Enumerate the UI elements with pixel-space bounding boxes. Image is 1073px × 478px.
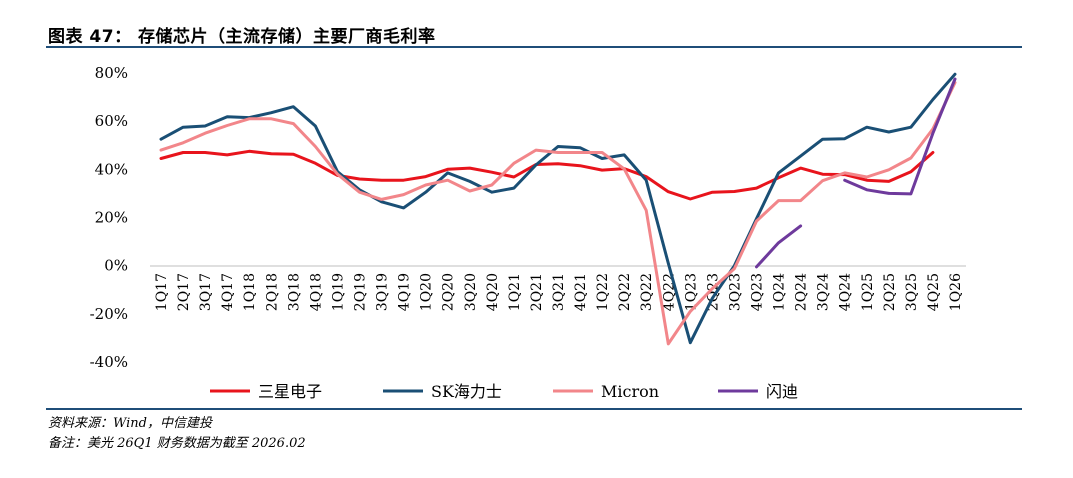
y-tick-label: 20% <box>95 209 128 227</box>
legend: 三星电子 SK海力士 Micron 闪迪 <box>210 382 798 401</box>
x-tick-label: 2Q22 <box>617 273 633 311</box>
x-tick-label: 4Q23 <box>749 273 765 311</box>
x-tick-label: 1Q24 <box>772 273 788 311</box>
y-tick-label: 60% <box>95 112 128 130</box>
x-tick-label: 3Q18 <box>286 273 302 311</box>
x-tick-label: 1Q25 <box>860 273 876 311</box>
series-lines <box>159 72 957 346</box>
x-tick-label: 4Q21 <box>573 273 589 311</box>
series-line <box>159 81 957 346</box>
x-tick-label: 2Q21 <box>529 273 545 311</box>
x-tick-label: 1Q23 <box>683 273 699 311</box>
y-tick-label: -40% <box>90 353 128 371</box>
bottom-rule <box>46 408 1022 410</box>
figure-title: 图表 47： 存储芯片（主流存储）主要厂商毛利率 <box>48 27 436 47</box>
x-tick-label: 3Q22 <box>639 273 655 311</box>
x-tick-label: 4Q25 <box>926 273 942 311</box>
legend-label: 闪迪 <box>766 382 798 401</box>
source-note: 资料来源：Wind，中信建投 <box>48 416 212 431</box>
x-tick-label: 1Q17 <box>154 273 170 311</box>
x-tick-label: 2Q20 <box>441 273 457 311</box>
x-tick-label: 4Q19 <box>397 273 413 311</box>
x-tick-label: 2Q17 <box>176 273 192 311</box>
x-tick-label: 3Q23 <box>727 273 743 311</box>
y-tick-label: 0% <box>104 257 128 275</box>
top-rule <box>46 46 1022 48</box>
series-line <box>159 72 957 345</box>
x-tick-label: 1Q18 <box>242 273 258 311</box>
x-tick-label: 3Q25 <box>904 273 920 311</box>
x-tick-label: 1Q20 <box>419 273 435 311</box>
legend-label: SK海力士 <box>431 382 502 401</box>
x-tick-label: 3Q17 <box>198 273 214 311</box>
x-tick-label: 1Q21 <box>507 273 523 311</box>
x-tick-label: 3Q20 <box>463 273 479 311</box>
x-tick-label: 1Q22 <box>595 273 611 311</box>
x-tick-label: 4Q20 <box>485 273 501 311</box>
x-tick-label: 4Q24 <box>838 273 854 311</box>
x-tick-label: 2Q19 <box>353 273 369 311</box>
x-axis-tick-labels: 1Q17 2Q17 3Q17 4Q17 1Q18 2Q18 3Q18 4Q18 1Q19 2Q19… <box>154 273 964 311</box>
x-tick-label: 3Q21 <box>551 273 567 311</box>
y-tick-label: 80% <box>95 64 128 82</box>
series-line <box>159 149 935 201</box>
y-tick-label: -20% <box>90 305 128 323</box>
x-tick-label: 4Q17 <box>220 273 236 311</box>
legend-label: Micron <box>601 382 659 401</box>
series-line <box>755 77 957 269</box>
legend-label: 三星电子 <box>258 382 322 401</box>
x-tick-label: 2Q25 <box>882 273 898 311</box>
x-tick-label: 3Q19 <box>375 273 391 311</box>
x-tick-label: 2Q18 <box>264 273 280 311</box>
x-tick-label: 1Q19 <box>330 273 346 311</box>
x-tick-label: 2Q24 <box>794 273 810 311</box>
x-tick-label: 3Q24 <box>816 273 832 311</box>
y-axis-tick-labels: -40% -20% 0% 20% 40% 60% 80% <box>90 64 128 371</box>
remark-note: 备注：美光 26Q1 财务数据为截至 2026.02 <box>48 436 306 451</box>
x-tick-label: 4Q18 <box>308 273 324 311</box>
y-tick-label: 40% <box>95 160 128 178</box>
x-tick-label: 1Q26 <box>948 273 964 311</box>
